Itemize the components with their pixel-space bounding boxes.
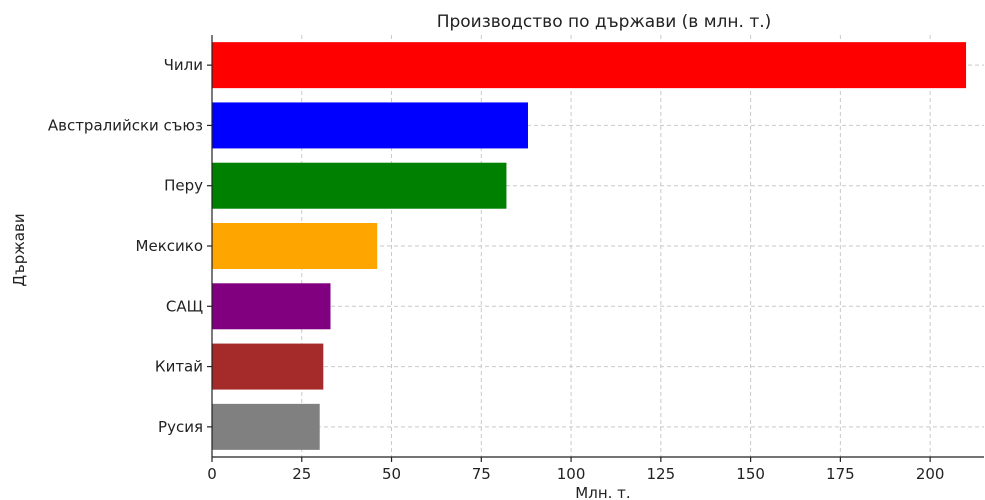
x-tick-label: 175 [826, 465, 855, 483]
bar [212, 283, 330, 329]
y-tick-label: Перу [164, 177, 203, 195]
y-tick-label: Чили [164, 56, 203, 74]
bar [212, 223, 377, 269]
x-axis-title: Млн. т. [575, 484, 630, 500]
bar [212, 102, 528, 148]
y-tick-label: Китай [155, 358, 203, 376]
x-tick-label: 125 [647, 465, 676, 483]
y-tick-labels: Чили Австралийски съюз Перу Мексико САЩ Китай… [48, 56, 212, 436]
bar [212, 404, 320, 450]
chart-title: Производство по държави (в млн. т.) [437, 12, 772, 32]
x-tick-label: 200 [916, 465, 945, 483]
x-tick-label: 50 [382, 465, 401, 483]
y-tick-label: Мексико [136, 237, 203, 255]
x-tick-label: 150 [736, 465, 765, 483]
bar [212, 42, 966, 88]
x-tick-label: 75 [472, 465, 491, 483]
y-tick-label: Австралийски съюз [48, 116, 203, 134]
y-axis-title: Държави [10, 213, 28, 286]
y-tick-label: Русия [158, 418, 203, 436]
x-tick-labels: 0 25 50 75 100 125 150 175 200 [207, 457, 944, 483]
x-tick-label: 100 [557, 465, 586, 483]
bar [212, 344, 323, 390]
x-tick-label: 25 [292, 465, 311, 483]
x-tick-label: 0 [207, 465, 217, 483]
y-tick-label: САЩ [166, 297, 203, 315]
bar [212, 163, 506, 209]
